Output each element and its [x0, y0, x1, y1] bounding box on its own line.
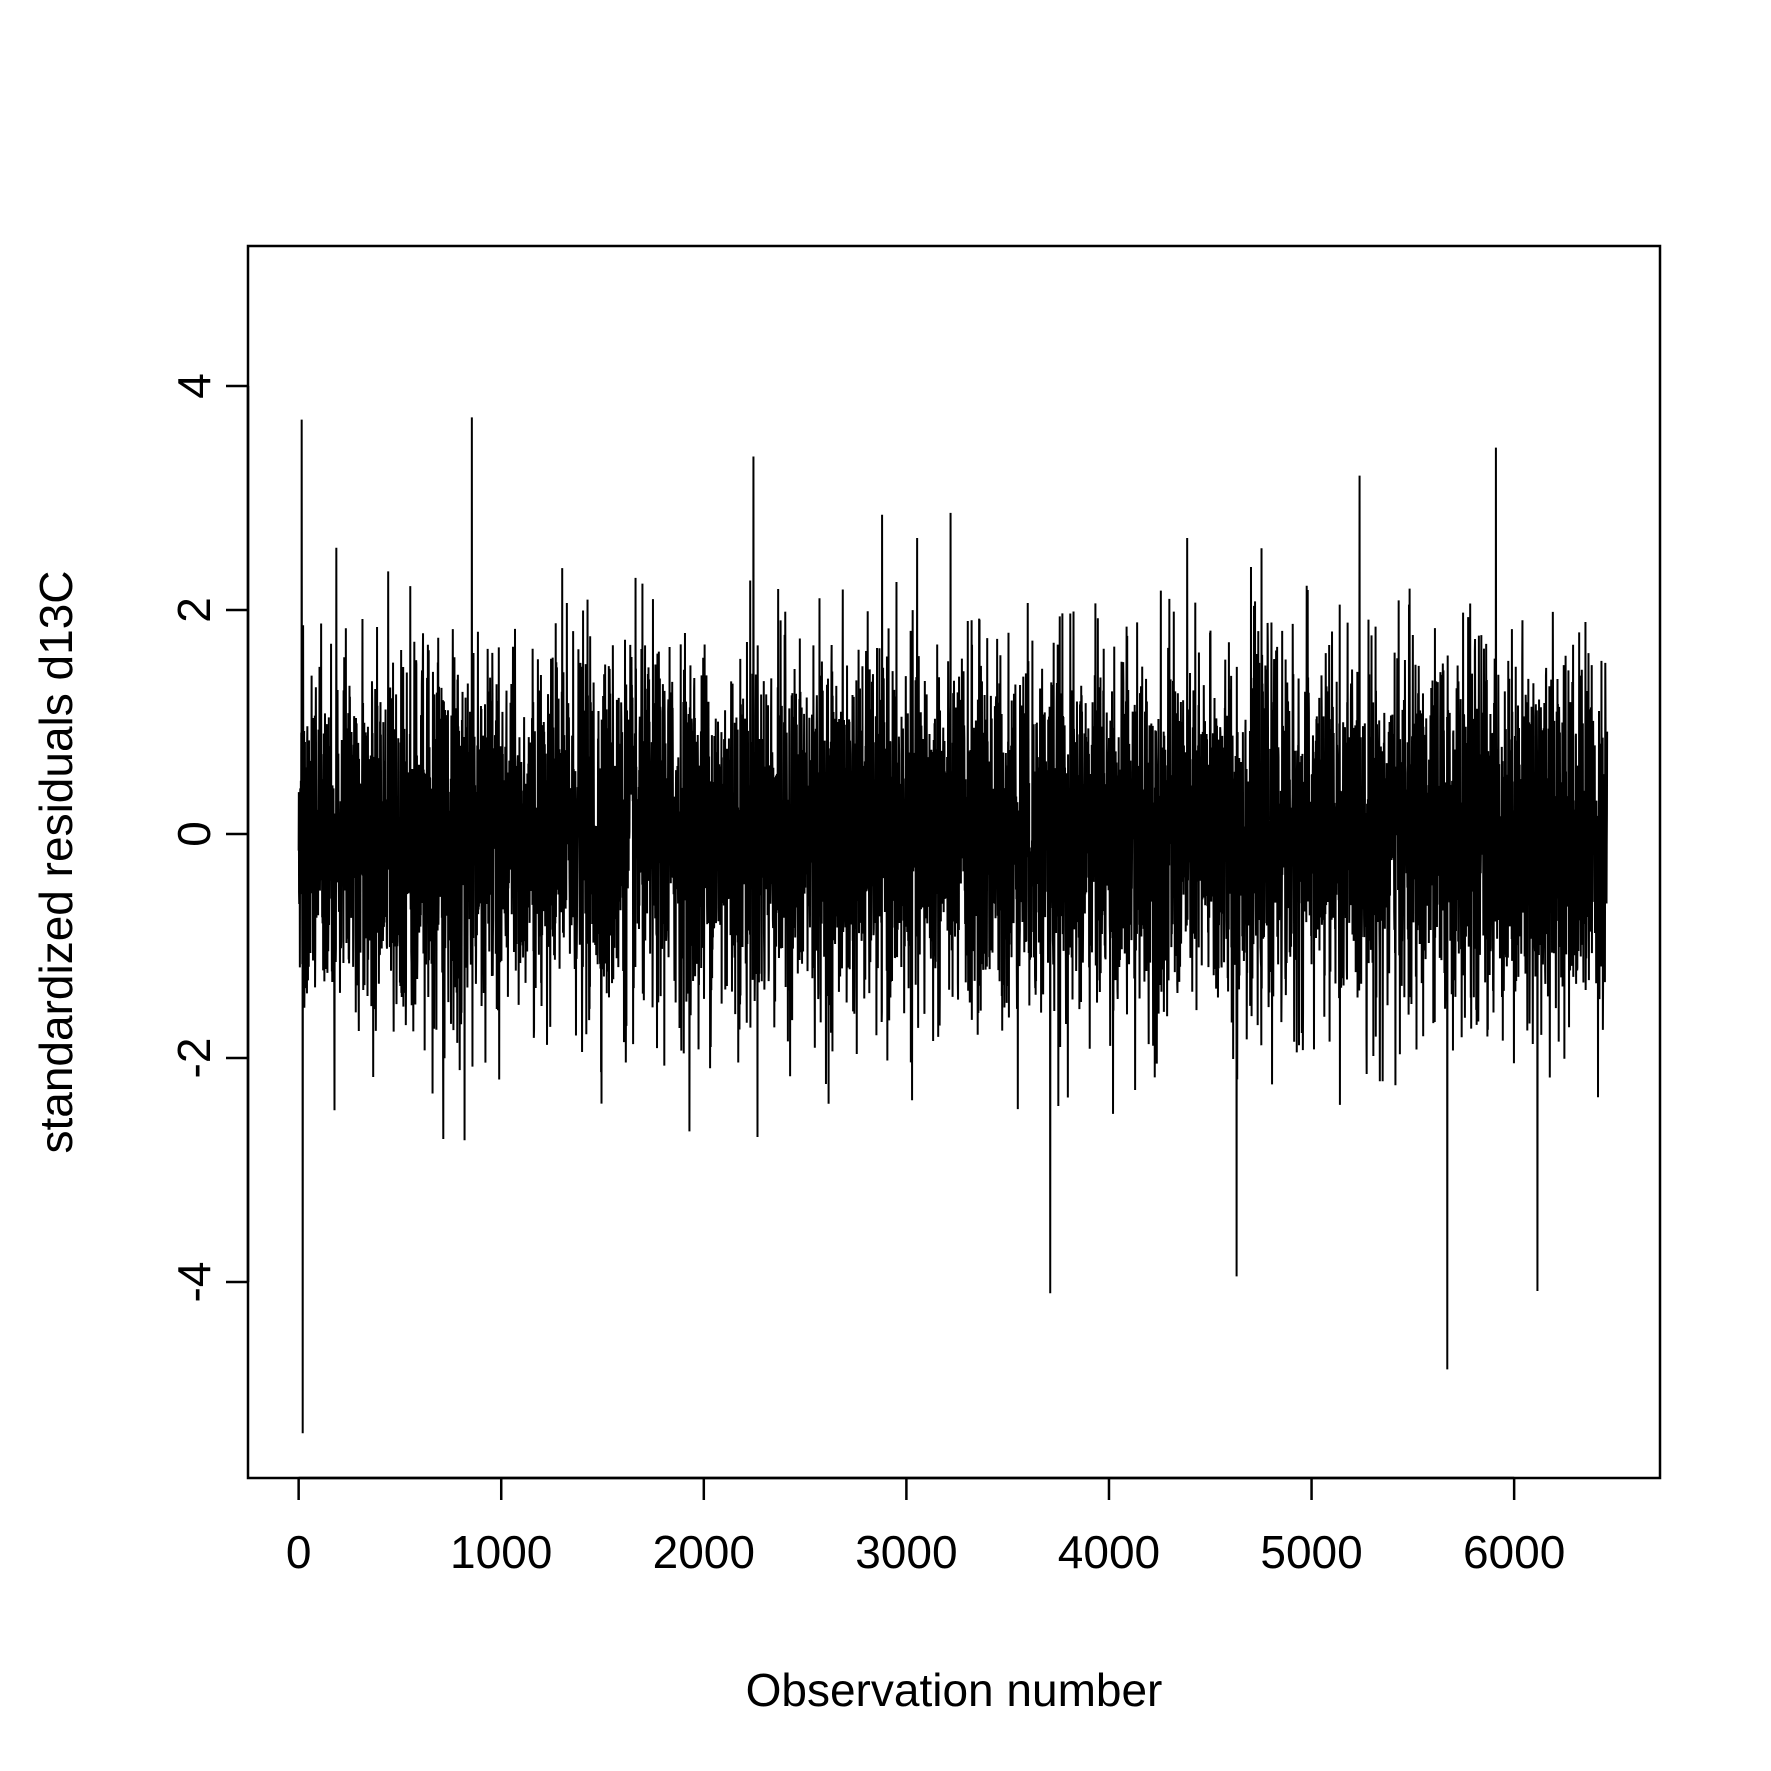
- y-tick-label: -4: [168, 1262, 220, 1303]
- y-axis-label: standardized residuals d13C: [30, 570, 82, 1153]
- x-tick-label: 4000: [1058, 1526, 1160, 1578]
- y-axis: -4 -2 0 2 4: [168, 373, 250, 1303]
- x-tick-label: 0: [286, 1526, 312, 1578]
- x-tick-label: 1000: [450, 1526, 552, 1578]
- x-tick-label: 5000: [1260, 1526, 1362, 1578]
- series-line: [297, 417, 1609, 1434]
- y-tick-label: 4: [168, 373, 220, 399]
- y-tick-label: 0: [168, 821, 220, 847]
- y-tick-label: 2: [168, 597, 220, 623]
- x-axis-label: Observation number: [746, 1664, 1163, 1716]
- y-tick-label: -2: [168, 1038, 220, 1079]
- x-tick-label: 6000: [1463, 1526, 1565, 1578]
- x-tick-label: 2000: [653, 1526, 755, 1578]
- x-tick-label: 3000: [855, 1526, 957, 1578]
- x-axis: 0 1000 2000 3000 4000 5000 6000: [286, 1476, 1565, 1578]
